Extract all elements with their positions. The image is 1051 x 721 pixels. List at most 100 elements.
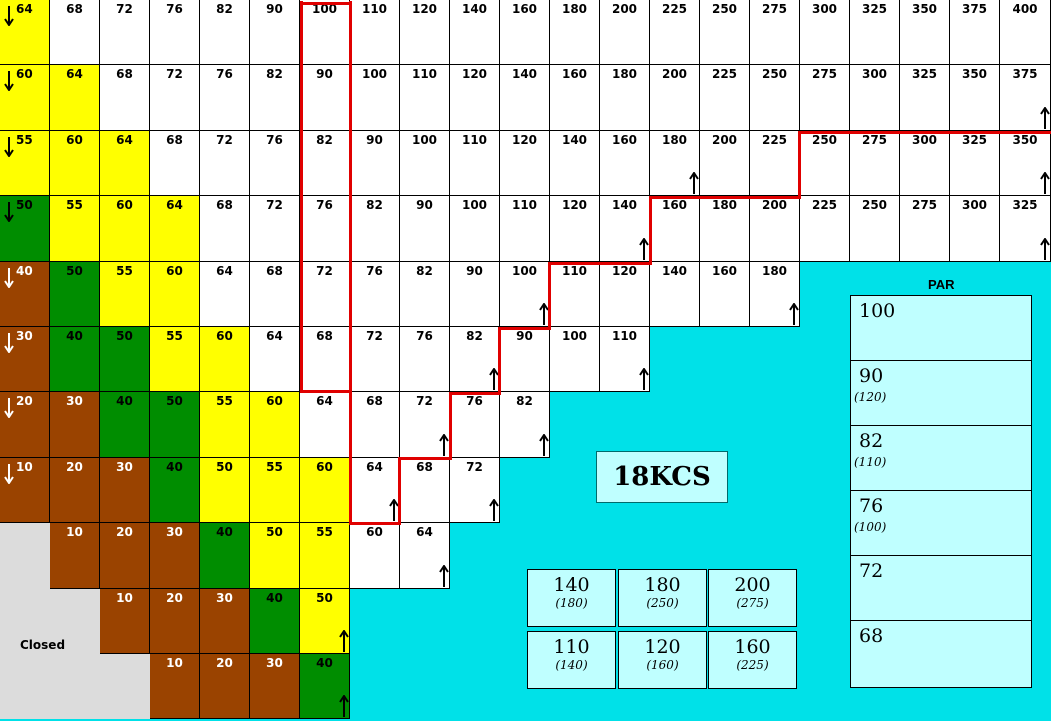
- grid-cell[interactable]: 30: [200, 589, 250, 654]
- grid-cell[interactable]: 60: [350, 523, 400, 589]
- grid-cell[interactable]: 60: [150, 262, 200, 327]
- grid-cell[interactable]: 300: [800, 0, 850, 65]
- grid-cell[interactable]: 300: [850, 65, 900, 131]
- grid-cell[interactable]: 10: [100, 589, 150, 654]
- grid-cell[interactable]: 90: [500, 327, 550, 392]
- grid-cell[interactable]: 55: [200, 392, 250, 458]
- grid-cell[interactable]: 200: [750, 196, 800, 262]
- grid-cell[interactable]: 64: [350, 458, 400, 523]
- grid-cell[interactable]: 250: [850, 196, 900, 262]
- grid-cell[interactable]: 76: [350, 262, 400, 327]
- grid-cell[interactable]: 110: [450, 131, 500, 196]
- grid-cell[interactable]: 90: [350, 131, 400, 196]
- grid-cell[interactable]: 50: [250, 523, 300, 589]
- grid-cell[interactable]: 64: [300, 392, 350, 458]
- grid-cell[interactable]: 90: [400, 196, 450, 262]
- grid-cell[interactable]: 325: [850, 0, 900, 65]
- grid-cell[interactable]: 250: [700, 0, 750, 65]
- par-item-2[interactable]: 90 (120): [850, 360, 1032, 426]
- grid-cell[interactable]: 90: [450, 262, 500, 327]
- grid-cell[interactable]: 200: [700, 131, 750, 196]
- grid-cell[interactable]: 20: [50, 458, 100, 523]
- grid-cell[interactable]: 180: [700, 196, 750, 262]
- grid-cell[interactable]: 180: [650, 131, 700, 196]
- grid-cell[interactable]: 64: [50, 65, 100, 131]
- grid-cell[interactable]: 250: [800, 131, 850, 196]
- grid-cell[interactable]: 82: [300, 131, 350, 196]
- grid-cell[interactable]: 160: [700, 262, 750, 327]
- grid-cell[interactable]: 225: [800, 196, 850, 262]
- grid-cell[interactable]: 64: [100, 131, 150, 196]
- grid-cell[interactable]: 55: [50, 196, 100, 262]
- grid-cell[interactable]: 68: [50, 0, 100, 65]
- grid-cell[interactable]: 200: [650, 65, 700, 131]
- grid-cell[interactable]: 120: [500, 131, 550, 196]
- grid-cell[interactable]: 68: [200, 196, 250, 262]
- grid-cell[interactable]: 20: [100, 523, 150, 589]
- grid-cell[interactable]: 76: [400, 327, 450, 392]
- grid-cell[interactable]: 64: [400, 523, 450, 589]
- option-box-4[interactable]: 110 (140): [527, 631, 616, 689]
- grid-cell[interactable]: 72: [450, 458, 500, 523]
- grid-cell[interactable]: 68: [350, 392, 400, 458]
- option-box-2[interactable]: 180 (250): [618, 569, 707, 627]
- grid-cell[interactable]: 140: [450, 0, 500, 65]
- grid-cell[interactable]: 76: [200, 65, 250, 131]
- grid-cell[interactable]: 82: [400, 262, 450, 327]
- grid-cell[interactable]: 50: [300, 589, 350, 654]
- grid-cell[interactable]: 225: [700, 65, 750, 131]
- grid-cell[interactable]: 20: [0, 392, 50, 458]
- grid-cell[interactable]: 72: [250, 196, 300, 262]
- grid-cell[interactable]: 225: [750, 131, 800, 196]
- option-box-3[interactable]: 200 (275): [708, 569, 797, 627]
- grid-cell[interactable]: 100: [500, 262, 550, 327]
- grid-cell[interactable]: 275: [800, 65, 850, 131]
- grid-cell[interactable]: 76: [250, 131, 300, 196]
- grid-cell[interactable]: 30: [100, 458, 150, 523]
- option-box-5[interactable]: 120 (160): [618, 631, 707, 689]
- grid-cell[interactable]: 120: [400, 0, 450, 65]
- grid-cell[interactable]: 60: [0, 65, 50, 131]
- grid-cell[interactable]: 200: [600, 0, 650, 65]
- grid-cell[interactable]: 160: [550, 65, 600, 131]
- grid-cell[interactable]: 55: [300, 523, 350, 589]
- grid-cell[interactable]: 140: [500, 65, 550, 131]
- grid-cell[interactable]: 160: [600, 131, 650, 196]
- grid-cell[interactable]: 76: [150, 0, 200, 65]
- grid-cell[interactable]: 68: [300, 327, 350, 392]
- grid-cell[interactable]: 50: [100, 327, 150, 392]
- grid-cell[interactable]: 350: [950, 65, 1000, 131]
- grid-cell[interactable]: 60: [250, 392, 300, 458]
- grid-cell[interactable]: 10: [0, 458, 50, 523]
- grid-cell[interactable]: 180: [750, 262, 800, 327]
- grid-cell[interactable]: 82: [200, 0, 250, 65]
- grid-cell[interactable]: 50: [0, 196, 50, 262]
- grid-cell[interactable]: 30: [0, 327, 50, 392]
- grid-cell[interactable]: 325: [950, 131, 1000, 196]
- grid-cell[interactable]: 400: [1000, 0, 1051, 65]
- option-box-1[interactable]: 140 (180): [527, 569, 616, 627]
- grid-cell[interactable]: 60: [200, 327, 250, 392]
- grid-cell[interactable]: 100: [350, 65, 400, 131]
- grid-cell[interactable]: 375: [950, 0, 1000, 65]
- grid-cell[interactable]: 68: [100, 65, 150, 131]
- grid-cell[interactable]: 30: [250, 654, 300, 719]
- grid-cell[interactable]: 40: [200, 523, 250, 589]
- grid-cell[interactable]: 300: [900, 131, 950, 196]
- grid-cell[interactable]: 20: [200, 654, 250, 719]
- grid-cell[interactable]: 40: [0, 262, 50, 327]
- grid-cell[interactable]: 82: [350, 196, 400, 262]
- grid-cell[interactable]: 40: [100, 392, 150, 458]
- grid-cell[interactable]: 10: [150, 654, 200, 719]
- grid-cell[interactable]: 30: [150, 523, 200, 589]
- option-box-6[interactable]: 160 (225): [708, 631, 797, 689]
- grid-cell[interactable]: 55: [100, 262, 150, 327]
- grid-cell[interactable]: 100: [450, 196, 500, 262]
- grid-cell[interactable]: 120: [600, 262, 650, 327]
- grid-cell[interactable]: 68: [150, 131, 200, 196]
- par-item-5[interactable]: 72: [850, 555, 1032, 621]
- grid-cell[interactable]: 50: [200, 458, 250, 523]
- grid-cell[interactable]: 160: [650, 196, 700, 262]
- grid-cell[interactable]: 30: [50, 392, 100, 458]
- grid-cell[interactable]: 325: [900, 65, 950, 131]
